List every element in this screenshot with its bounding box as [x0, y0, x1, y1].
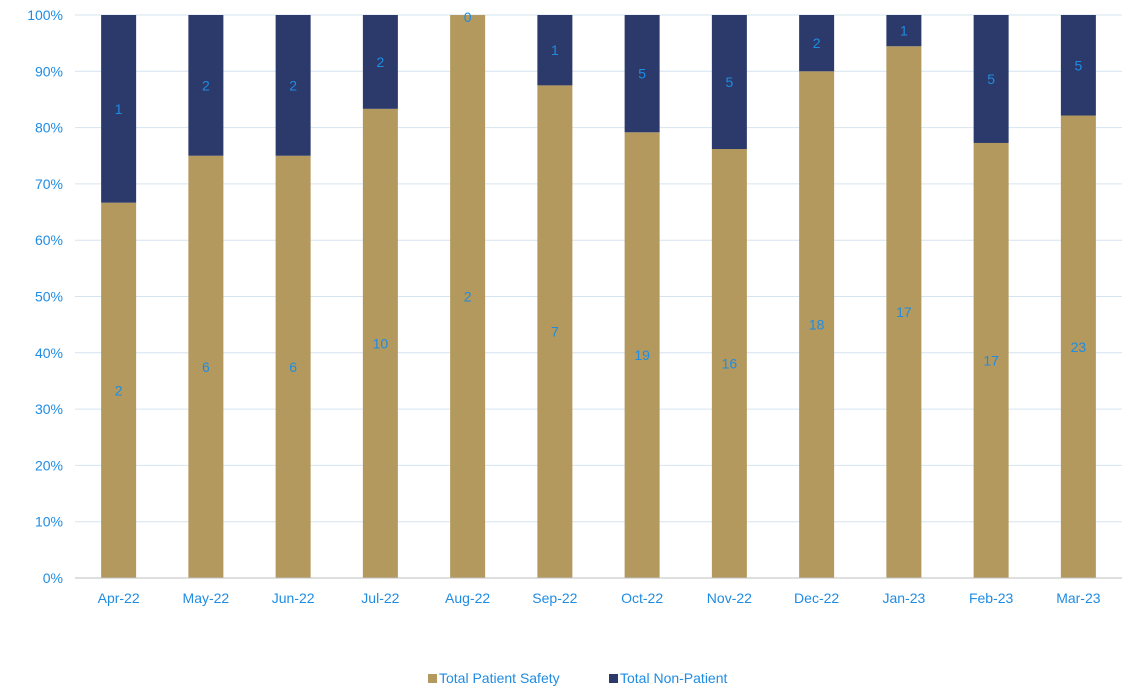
x-tick-label: Apr-22	[98, 590, 140, 606]
x-tick-label: Jan-23	[882, 590, 925, 606]
x-tick-label: May-22	[183, 590, 230, 606]
bar-segment-patient-safety	[362, 108, 398, 578]
data-label-patient-safety: 17	[983, 352, 999, 368]
legend-swatch	[609, 674, 618, 683]
bar-segment-non-patient	[101, 15, 137, 203]
data-label-non-patient: 5	[1074, 57, 1082, 73]
x-tick-label: Dec-22	[794, 590, 839, 606]
data-label-non-patient: 2	[376, 54, 384, 70]
bar-segment-patient-safety	[799, 71, 835, 579]
bar-segment-non-patient	[188, 15, 224, 156]
data-label-patient-safety: 16	[722, 356, 738, 372]
data-label-patient-safety: 23	[1071, 339, 1087, 355]
bars	[101, 15, 1096, 579]
data-label-non-patient: 1	[115, 101, 123, 117]
data-label-patient-safety: 6	[289, 359, 297, 375]
data-label-patient-safety: 10	[373, 335, 389, 351]
data-label-patient-safety: 2	[464, 289, 472, 305]
y-tick-label: 10%	[35, 514, 63, 530]
data-label-patient-safety: 19	[634, 347, 650, 363]
bar-segment-patient-safety	[711, 149, 747, 579]
bar-segment-patient-safety	[450, 15, 486, 578]
data-label-patient-safety: 18	[809, 317, 825, 333]
data-label-non-patient: 5	[638, 66, 646, 82]
bar-segment-non-patient	[711, 15, 747, 150]
data-label-non-patient: 1	[551, 42, 559, 58]
data-label-patient-safety: 6	[202, 359, 210, 375]
y-tick-label: 30%	[35, 401, 63, 417]
bar-segment-non-patient	[973, 15, 1009, 143]
axes: 0% 10% 20% 30% 40% 50% 60% 70% 80% 90% 100% Apr-22 M…	[27, 7, 1122, 606]
y-tick-label: 50%	[35, 289, 63, 305]
data-label-non-patient: 2	[813, 35, 821, 51]
bar-segment-patient-safety	[537, 85, 573, 578]
data-label-non-patient: 5	[725, 74, 733, 90]
legend-item-non-patient: Total Non-Patient	[620, 670, 728, 686]
y-tick-label: 0%	[43, 570, 63, 586]
x-tick-label: Feb-23	[969, 590, 1014, 606]
bar-segment-patient-safety	[973, 142, 1009, 579]
bar-segment-non-patient	[362, 15, 398, 109]
bar-segment-non-patient	[886, 15, 922, 47]
bar-segment-patient-safety	[886, 46, 922, 579]
gridlines	[75, 14, 1122, 579]
x-tick-label: Nov-22	[707, 590, 752, 606]
x-tick-label: Sep-22	[532, 590, 577, 606]
y-tick-label: 40%	[35, 345, 63, 361]
data-label-patient-safety: 7	[551, 324, 559, 340]
bar-segment-patient-safety	[101, 202, 137, 578]
y-tick-label: 60%	[35, 232, 63, 248]
y-tick-label: 80%	[35, 120, 63, 136]
data-label-patient-safety: 2	[115, 382, 123, 398]
y-tick-label: 100%	[27, 7, 63, 23]
bar-segment-non-patient	[275, 15, 311, 156]
bar-segment-patient-safety	[624, 132, 660, 578]
x-tick-label: Jul-22	[361, 590, 399, 606]
bar-segment-non-patient	[1060, 15, 1096, 116]
data-label-non-patient: 1	[900, 23, 908, 39]
bar-segment-non-patient	[624, 15, 660, 133]
bar-segment-patient-safety	[188, 155, 224, 578]
data-label-non-patient: 2	[289, 77, 297, 93]
x-tick-label: Mar-23	[1056, 590, 1101, 606]
data-label-non-patient: 0	[464, 9, 472, 25]
data-label-non-patient: 2	[202, 77, 210, 93]
legend-swatch	[428, 674, 437, 683]
x-tick-label: Aug-22	[445, 590, 490, 606]
bar-segment-non-patient	[537, 15, 573, 86]
data-label-non-patient: 5	[987, 71, 995, 87]
bar-segment-patient-safety	[275, 155, 311, 578]
y-tick-label: 70%	[35, 176, 63, 192]
x-tick-label: Oct-22	[621, 590, 663, 606]
data-label-patient-safety: 17	[896, 304, 912, 320]
x-tick-label: Jun-22	[272, 590, 315, 606]
y-tick-label: 20%	[35, 457, 63, 473]
bar-segment-non-patient	[799, 15, 835, 72]
legend: Total Patient Safety Total Non-Patient	[428, 670, 728, 686]
legend-item-patient-safety: Total Patient Safety	[439, 670, 560, 686]
bar-segment-patient-safety	[1060, 115, 1096, 579]
y-tick-label: 90%	[35, 63, 63, 79]
